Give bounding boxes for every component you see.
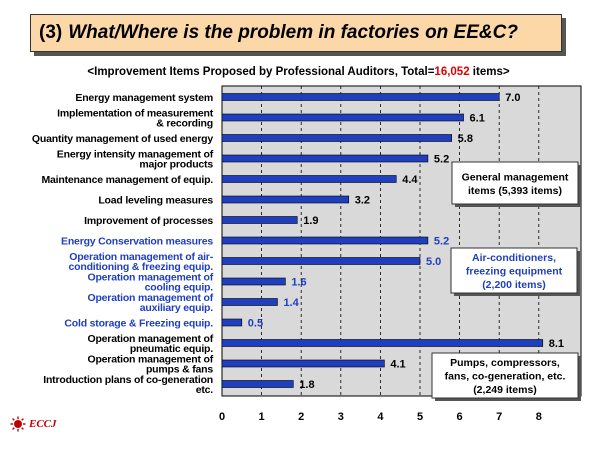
bar [221,236,429,245]
data-label: 4.4 [402,174,418,186]
data-label: 3.2 [355,195,370,207]
annotation-text: Pumps, compressors, [450,357,560,369]
data-label: 5.2 [434,236,449,248]
bar [221,257,421,265]
category-label: Operation management of [87,354,213,366]
eccj-logo: ECCJ [10,416,57,432]
data-label: 1.8 [299,379,314,391]
data-label: 8.1 [549,338,564,350]
category-label: Operation management of [87,292,213,304]
bar [221,380,294,388]
annotation-text: items (5,393 items) [468,185,562,197]
category-label: Maintenance management of equip. [41,174,213,186]
logo-text: ECCJ [29,418,57,430]
category-label: Operation management of [87,333,213,345]
subtitle-prefix: <Improvement Items Proposed by Professio… [87,66,435,78]
bar [221,298,278,306]
annotation-box [431,352,579,399]
bar [221,277,286,286]
data-label: 0.5 [248,318,263,330]
category-label: Improvement of processes [84,215,213,227]
category-label: Load leveling measures [98,195,213,207]
category-label: pneumatic equip. [130,343,213,355]
category-label: Quantity management of used energy [32,133,213,145]
category-label: Implementation of measurement [57,108,214,120]
category-label: Cold storage & Freezing equip. [64,318,213,330]
bar [221,134,452,142]
data-label: 4.1 [390,359,405,371]
bar [221,339,544,347]
x-tick-label: 0 [219,411,225,423]
data-label: 1.4 [283,297,299,309]
bar [221,93,500,101]
category-label: Energy intensity management of [57,149,214,161]
category-label: major products [139,159,213,171]
x-tick-label: 8 [536,411,542,423]
annotation-box [450,247,578,294]
x-tick-label: 1 [259,411,265,423]
bar [221,113,464,122]
x-tick-label: 5 [417,411,423,423]
annotation-text: General management [462,171,569,183]
category-label: conditioning & freezing equip. [69,261,214,273]
data-label: 6.1 [470,113,485,125]
category-label: auxiliary equip. [140,302,214,314]
data-label: 5.2 [434,154,449,166]
bar [221,216,298,224]
x-tick-label: 3 [338,411,344,423]
x-tick-label: 6 [457,411,463,423]
title-box: (3) What/Where is the problem in factori… [30,14,562,52]
category-label: pumps & fans [146,364,213,376]
chart-subtitle: <Improvement Items Proposed by Professio… [0,66,597,78]
data-label: 1.6 [291,277,306,289]
bar [221,175,397,183]
annotation-text: Air-conditioners, [472,252,556,264]
category-label: etc. [196,384,214,396]
x-tick-label: 2 [298,411,304,423]
x-tick-label: 7 [496,411,502,423]
bar [221,154,429,163]
category-label: & recording [156,118,213,130]
category-label: cooling equip. [145,282,214,294]
page-title: What/Where is the problem in factories o… [68,22,518,43]
data-label: 1.9 [303,215,318,227]
bar [221,359,385,368]
subtitle-total: 16,052 [434,66,470,78]
annotation-text: (2,200 items) [482,279,546,291]
category-label: Operation management of air- [69,251,213,263]
category-label: Energy management system [75,92,213,104]
data-label: 5.0 [426,256,441,268]
annotation-text: (2,249 items) [473,384,537,396]
subtitle-suffix: items> [469,66,510,78]
category-label: Introduction plans of co-generation [43,374,213,386]
bar [221,195,350,204]
sun-logo-icon [10,416,26,432]
bar [221,318,243,327]
annotation-text: freezing equipment [466,266,563,278]
data-label: 5.8 [458,133,473,145]
annotation-text: fans, co-generation, etc. [445,371,566,383]
category-label: Operation management of [87,272,213,284]
x-tick-label: 4 [377,411,384,423]
title-number: (3) [39,22,63,43]
data-label: 7.0 [505,92,520,104]
annotation-box [451,161,579,205]
category-label: Energy Conservation measures [61,236,213,248]
